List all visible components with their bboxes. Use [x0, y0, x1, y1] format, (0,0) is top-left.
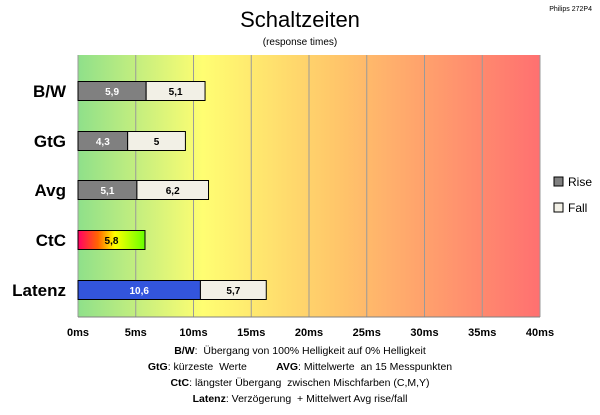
legend-swatch-rise [553, 176, 564, 187]
footnote-0: B/W: Übergang von 100% Helligkeit auf 0%… [174, 345, 426, 357]
chart-subtitle: (response times) [263, 37, 337, 48]
bar-rise-label-4: 10,6 [129, 286, 149, 297]
x-tick-label-3: 15ms [237, 327, 265, 339]
bar-fall-2 [136, 180, 210, 200]
x-tick-label-1: 5ms [125, 327, 147, 339]
category-label-0: B/W [33, 82, 67, 101]
bar-rise-label-0: 5,9 [105, 87, 119, 98]
category-labels: B/W GtG Avg CtC Latenz [12, 82, 67, 300]
category-label-2: Avg [35, 181, 67, 200]
bar-fall-label-4: 5,7 [226, 286, 240, 297]
x-tick-label-8: 40ms [526, 327, 554, 339]
legend-label-fall: Fall [568, 201, 587, 215]
x-tick-label-0: 0ms [67, 327, 89, 339]
bar-fall-label-2: 6,2 [166, 186, 180, 197]
footnote-1: GtG: kürzeste Werte AVG: Mittelwerte an … [148, 361, 452, 373]
bar-fall-label-1: 5 [154, 137, 160, 148]
x-tick-label-4: 20ms [295, 327, 323, 339]
footnotes: B/W: Übergang von 100% Helligkeit auf 0%… [148, 345, 452, 405]
bar-rise-label-2: 5,1 [100, 186, 114, 197]
category-label-3: CtC [36, 231, 66, 250]
bar-fall-1 [127, 131, 186, 151]
bar-rise-label-3: 5,8 [105, 236, 119, 247]
x-tick-label-2: 10ms [179, 327, 207, 339]
bar-rise-3 [77, 230, 146, 250]
x-tick-label-5: 25ms [353, 327, 381, 339]
legend-label-rise: Rise [568, 175, 592, 189]
bar-rise-label-1: 4,3 [96, 137, 110, 148]
bar-fall-4 [199, 280, 267, 300]
category-label-4: Latenz [12, 281, 66, 300]
bars-group: 5,9 5,1 4,3 5 5,1 6,2 5,8 10,6 5,7 [77, 81, 267, 300]
x-tick-labels: 0ms 5ms 10ms 15ms 20ms 25ms 30ms 35ms 40ms [67, 327, 554, 339]
monitor-model-label: Philips 272P4 [549, 6, 592, 13]
legend-swatch-fall [553, 202, 564, 213]
bar-fall-label-0: 5,1 [169, 87, 183, 98]
category-label-1: GtG [34, 132, 66, 151]
x-tick-label-7: 35ms [468, 327, 496, 339]
legend: Rise Fall [553, 175, 592, 215]
chart-title: Schaltzeiten [240, 7, 360, 32]
footnote-3: Latenz: Verzögerung + Mittelwert Avg ris… [193, 393, 408, 405]
x-tick-label-6: 30ms [410, 327, 438, 339]
footnote-2: CtC: längster Übergang zwischen Mischfar… [170, 377, 429, 389]
bar-fall-0 [145, 81, 206, 101]
